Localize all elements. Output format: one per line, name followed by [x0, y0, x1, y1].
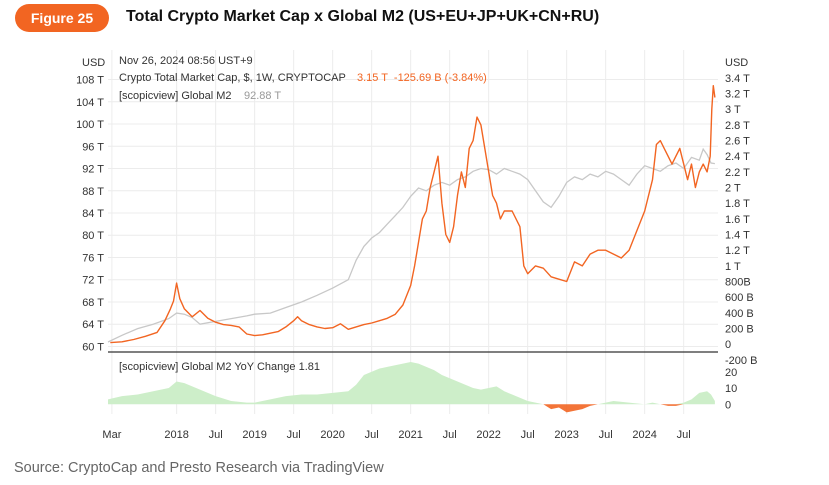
right-tick-label: 2 T — [725, 183, 741, 195]
left-tick-label: 88 T — [82, 186, 104, 198]
x-tick-label: Jul — [365, 429, 379, 441]
right-tick-label: 3.4 T — [725, 73, 750, 85]
left-tick-label: 84 T — [82, 208, 104, 220]
right-tick-label: 2.4 T — [725, 151, 750, 163]
m2-series-label: [scopicview] Global M2 — [119, 90, 232, 102]
axis-labels: 108 T 104 T 100 T 96 T 92 T 88 T 84 T 80 T 76 T 7… — [76, 73, 757, 441]
right-tick-label: 2.8 T — [725, 120, 750, 132]
source-note: Source: CryptoCap and Presto Research vi… — [14, 460, 384, 476]
figure-title: Total Crypto Market Cap x Global M2 (US+… — [126, 8, 600, 25]
x-tick-label: 2020 — [320, 429, 344, 441]
x-tick-label: 2023 — [554, 429, 578, 441]
left-tick-label: 108 T — [76, 75, 104, 87]
yoy-tick-label: 10 — [725, 383, 737, 395]
left-tick-label: 100 T — [76, 119, 104, 131]
x-tick-label: Jul — [521, 429, 535, 441]
left-tick-label: 80 T — [82, 230, 104, 242]
right-tick-label: 400 B — [725, 308, 754, 320]
x-tick-label: 2019 — [242, 429, 266, 441]
right-tick-label: 1.2 T — [725, 245, 750, 257]
yoy-negative-area — [108, 404, 715, 413]
x-tick-label: 2022 — [476, 429, 500, 441]
global-m2-series — [107, 147, 715, 343]
x-tick-label: Jul — [287, 429, 301, 441]
right-tick-label: 1.8 T — [725, 198, 750, 210]
left-axis-unit: USD — [82, 57, 105, 69]
m2-series-value: 92.88 T — [244, 90, 281, 102]
right-tick-label: 800B — [725, 277, 751, 289]
yoy-tick-label: 0 — [725, 399, 731, 411]
yoy-positive-area — [108, 362, 715, 405]
right-tick-label: 1 T — [725, 261, 741, 273]
right-tick-label: 600 B — [725, 292, 754, 304]
right-tick-label: 1.4 T — [725, 230, 750, 242]
right-tick-label: 3.2 T — [725, 89, 750, 101]
crypto-series-values: 3.15 T -125.69 B (-3.84%) — [357, 72, 487, 84]
left-tick-label: 76 T — [82, 252, 104, 264]
m2-yoy-area-series — [108, 362, 715, 413]
left-tick-label: 64 T — [82, 319, 104, 331]
right-tick-label: 0 — [725, 339, 731, 351]
x-tick-label: Jul — [599, 429, 613, 441]
x-tick-label: 2018 — [164, 429, 188, 441]
crypto-market-cap-series — [110, 84, 716, 344]
header-timestamp: Nov 26, 2024 08:56 UST+9 — [119, 55, 253, 67]
right-tick-label: -200 B — [725, 355, 757, 367]
right-tick-label: 2.6 T — [725, 136, 750, 148]
x-tick-label: Jul — [677, 429, 691, 441]
right-axis-unit: USD — [725, 57, 748, 69]
left-tick-label: 96 T — [82, 141, 104, 153]
left-tick-label: 60 T — [82, 341, 104, 353]
grid-lines — [108, 50, 718, 414]
left-tick-label: 92 T — [82, 164, 104, 176]
left-tick-label: 104 T — [76, 97, 104, 109]
right-tick-label: 2.2 T — [725, 167, 750, 179]
yoy-tick-label: 20 — [725, 367, 737, 379]
chart: 108 T 104 T 100 T 96 T 92 T 88 T 84 T 80 T 76 T 7… — [76, 50, 757, 441]
crypto-market-cap-line — [110, 84, 716, 344]
left-tick-label: 72 T — [82, 275, 104, 287]
yoy-pane-title: [scopicview] Global M2 YoY Change 1.81 — [119, 361, 320, 373]
x-tick-label: 2021 — [398, 429, 422, 441]
crypto-series-label: Crypto Total Market Cap, $, 1W, CRYPTOCA… — [119, 72, 346, 84]
right-tick-label: 200 B — [725, 324, 754, 336]
global-m2-line — [107, 147, 715, 343]
x-tick-label: Jul — [443, 429, 457, 441]
figure-label-badge: Figure 25 — [15, 4, 109, 32]
right-tick-label: 1.6 T — [725, 214, 750, 226]
left-tick-label: 68 T — [82, 297, 104, 309]
x-tick-label: 2024 — [632, 429, 656, 441]
right-tick-label: 3 T — [725, 104, 741, 116]
x-tick-label: Jul — [209, 429, 223, 441]
x-tick-label: Mar — [102, 429, 121, 441]
